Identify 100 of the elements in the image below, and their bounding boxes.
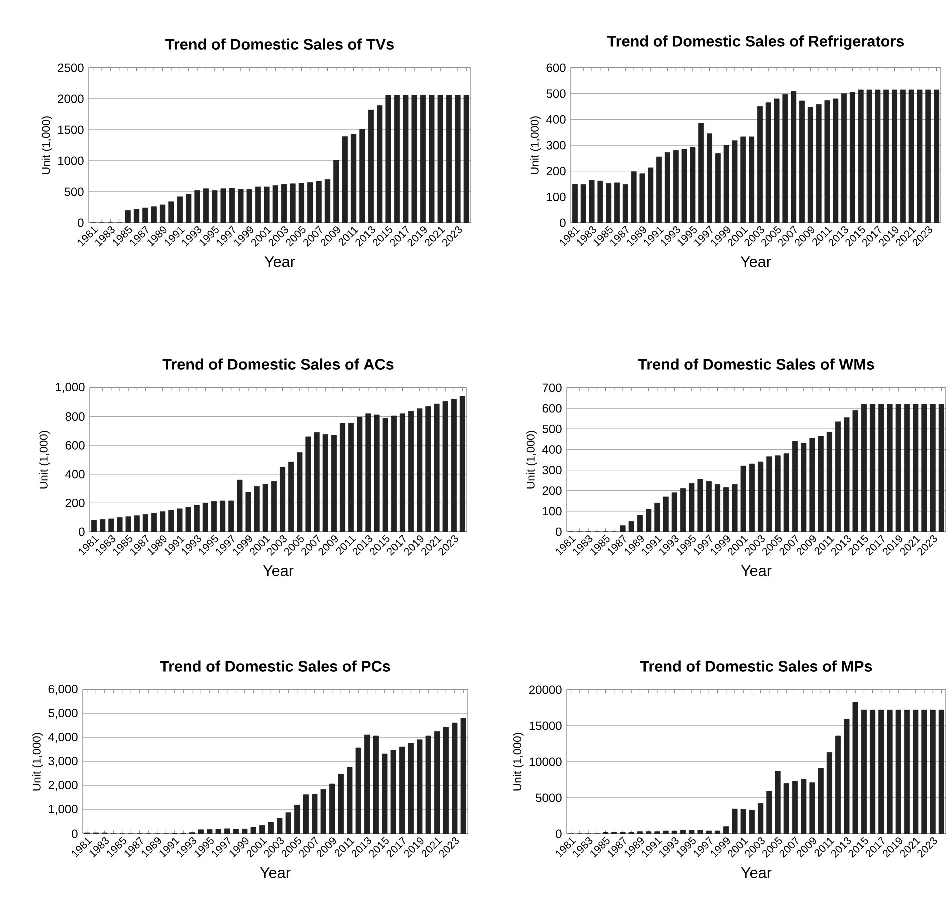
y-tick-label: 0 [79, 528, 85, 536]
bar [801, 443, 807, 532]
bar [100, 520, 106, 532]
bar [373, 736, 379, 834]
bar [400, 746, 406, 834]
bar [360, 129, 366, 223]
y-tick-label: 0 [556, 830, 562, 838]
bar [758, 462, 764, 532]
bar [758, 804, 764, 834]
bar [260, 825, 266, 834]
bar [216, 829, 222, 834]
bar [350, 134, 357, 223]
bar [186, 194, 192, 223]
x-axis-title: Year [260, 868, 291, 878]
bar [714, 484, 721, 532]
bar [646, 509, 652, 532]
bar [382, 418, 388, 532]
bar [211, 502, 218, 532]
bar [342, 136, 348, 223]
bar [620, 526, 626, 532]
y-tick-label: 0 [72, 830, 78, 838]
bar [382, 754, 388, 834]
bar [340, 423, 346, 532]
bar [238, 189, 244, 223]
chart-title: Trend of Domestic Sales of TVs [166, 38, 394, 50]
bar [117, 517, 123, 532]
bar [126, 516, 132, 532]
bar [277, 818, 283, 834]
chart-title: Trend of Domestic Sales of Refrigerators [607, 36, 904, 50]
bar [194, 505, 200, 532]
bar [271, 481, 277, 532]
y-tick-label: 0 [556, 528, 562, 536]
bar [212, 190, 218, 223]
bar [420, 95, 426, 223]
y-tick-label: 300 [542, 466, 562, 475]
bar [460, 718, 466, 834]
bar [316, 181, 322, 223]
bar [364, 734, 370, 834]
y-tick-label: 500 [64, 188, 84, 196]
y-tick-label: 100 [547, 192, 566, 202]
bar [160, 512, 166, 532]
bar [314, 432, 320, 532]
bar [198, 830, 204, 834]
bar [637, 515, 644, 532]
bar [280, 466, 286, 532]
bar [177, 196, 183, 223]
bar [724, 488, 730, 532]
bar [732, 484, 738, 532]
y-tick-label: 400 [542, 445, 562, 454]
bar [443, 727, 449, 834]
y-tick-label: 2000 [58, 94, 84, 104]
bar [125, 210, 131, 223]
bar [844, 719, 850, 834]
bar [426, 736, 432, 834]
y-tick-label: 100 [543, 507, 562, 516]
bar [922, 710, 928, 834]
x-axis-title: Year [741, 566, 772, 576]
bar [654, 503, 660, 532]
bar [408, 411, 414, 532]
bar [740, 809, 746, 834]
bar [417, 740, 423, 834]
bar [861, 404, 867, 532]
y-tick-label: 6,000 [48, 685, 78, 695]
y-tick-label: 600 [542, 404, 562, 413]
bar [286, 812, 292, 834]
bar [160, 204, 166, 223]
bar [706, 830, 712, 834]
bar [836, 422, 842, 532]
y-tick-label: 200 [66, 498, 85, 508]
bar [242, 829, 248, 834]
bar [331, 435, 337, 532]
bar [784, 454, 790, 532]
y-tick-label: 2500 [58, 64, 84, 72]
chart-title: Trend of Domestic Sales of PCs [160, 660, 390, 672]
bar [442, 401, 448, 532]
bar [672, 830, 678, 834]
bar [826, 752, 833, 834]
bar [749, 464, 755, 532]
y-tick-label: 500 [546, 90, 566, 98]
bar [749, 810, 755, 834]
bar [228, 500, 234, 532]
bar [207, 829, 213, 834]
x-axis-title: Year [264, 256, 296, 268]
bar [412, 95, 418, 223]
bar [775, 771, 781, 834]
bar [426, 406, 432, 532]
y-tick-label: 5,000 [48, 709, 78, 719]
y-tick-label: 400 [546, 115, 566, 124]
bar [262, 484, 268, 532]
bar [434, 732, 440, 834]
y-tick-label: 10000 [530, 758, 562, 766]
bar [724, 826, 730, 834]
bar [334, 160, 340, 223]
bar [168, 202, 174, 223]
bar [224, 828, 230, 834]
bar [403, 95, 409, 223]
bar [714, 830, 721, 834]
y-axis-title: Unit (1,000) [526, 431, 538, 489]
y-tick-label: 20000 [530, 686, 562, 694]
bar [455, 95, 461, 223]
